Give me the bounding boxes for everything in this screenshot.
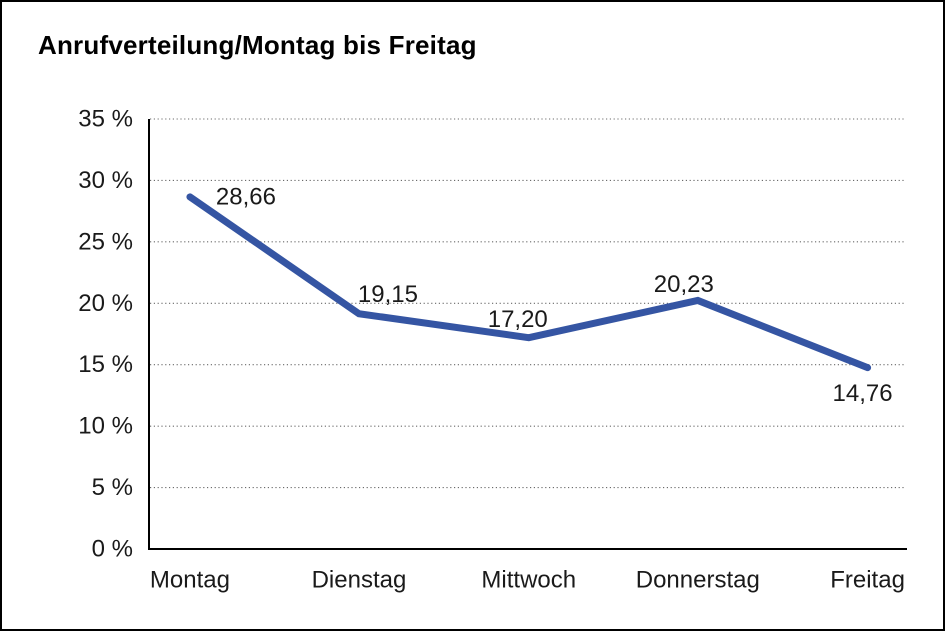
data-label-3: 17,20	[488, 306, 548, 333]
gridlines	[150, 118, 905, 489]
data-label-5: 14,76	[833, 380, 893, 407]
data-labels: 28,66 19,15 17,20 20,23 14,76	[216, 183, 893, 407]
y-axis-labels: 0 % 5 % 10 % 15 % 20 % 25 % 30 % 35 %	[78, 106, 133, 563]
y-tick-label-35: 35 %	[78, 106, 133, 133]
x-category-label-5: Freitag	[830, 567, 905, 594]
y-tick-label-20: 20 %	[78, 290, 133, 317]
y-tick-label-0: 0 %	[92, 536, 133, 563]
data-label-2: 19,15	[358, 281, 418, 308]
x-category-label-2: Dienstag	[312, 567, 407, 594]
y-tick-label-10: 10 %	[78, 413, 133, 440]
y-tick-label-25: 25 %	[78, 228, 133, 255]
data-label-1: 28,66	[216, 183, 276, 210]
y-tick-label-5: 5 %	[92, 474, 133, 501]
y-tick-label-15: 15 %	[78, 351, 133, 378]
data-label-4: 20,23	[654, 271, 714, 298]
x-axis-labels: Montag Dienstag Mittwoch Donnerstag Freitag	[150, 567, 905, 594]
y-tick-label-30: 30 %	[78, 167, 133, 194]
x-category-label-3: Mittwoch	[481, 567, 576, 594]
series-line	[186, 193, 872, 372]
chart-title: Anrufverteilung/Montag bis Freitag	[38, 30, 477, 60]
x-category-label-1: Montag	[150, 567, 230, 594]
x-category-label-4: Donnerstag	[636, 567, 760, 594]
